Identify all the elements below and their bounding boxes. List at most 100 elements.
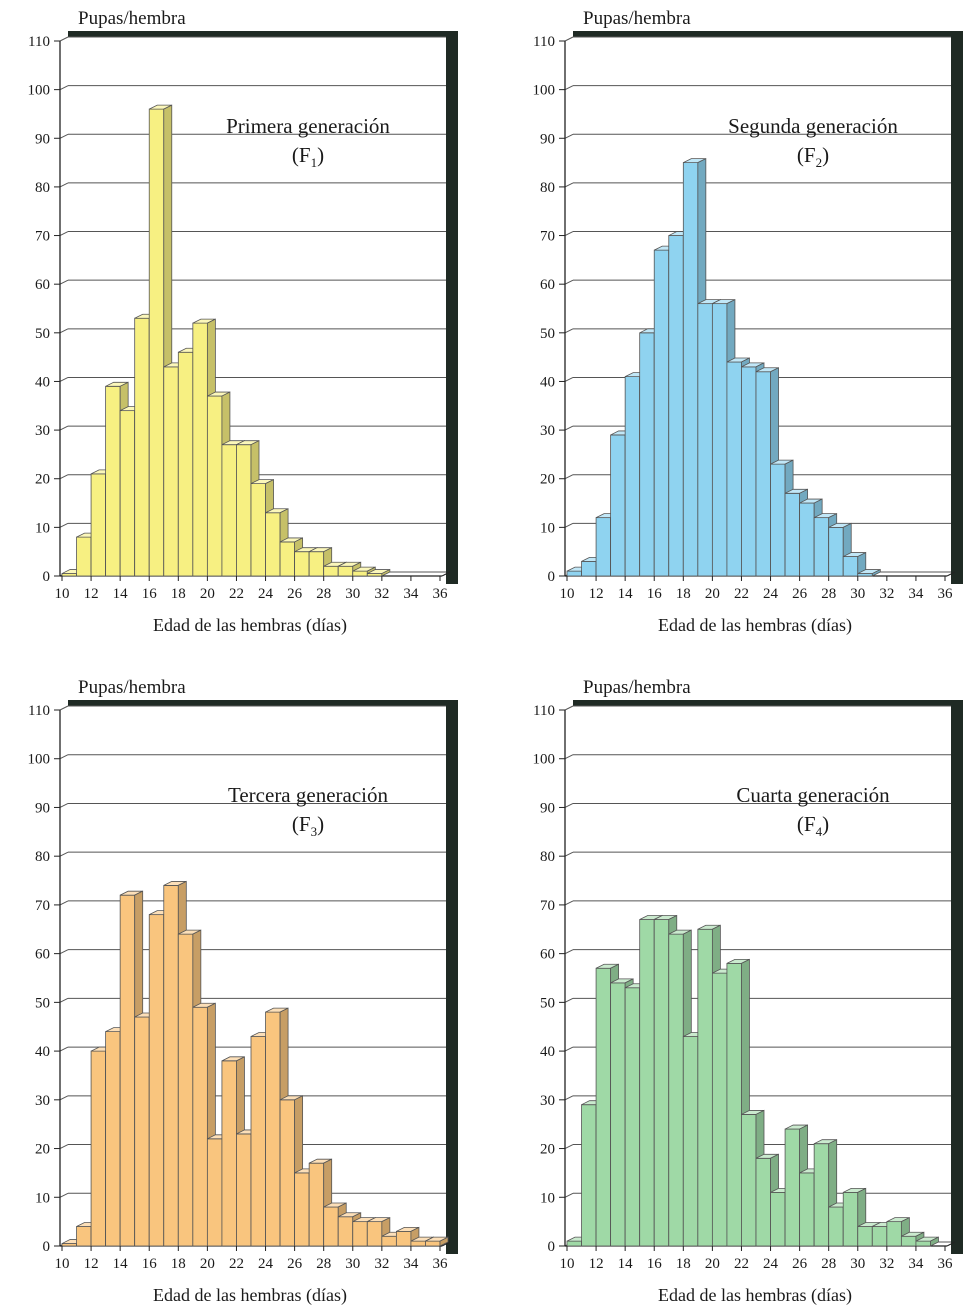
x-tick-label: 22: [734, 1256, 749, 1272]
bar-front: [352, 570, 368, 577]
x-tick-label: 16: [647, 1256, 663, 1272]
y-tick-label: 90: [35, 131, 50, 147]
bar-front: [784, 1128, 801, 1247]
x-tick-label: 36: [433, 586, 449, 602]
bar-front: [711, 972, 728, 1247]
bar-front: [566, 570, 582, 577]
grid-diagonal: [59, 1144, 69, 1149]
bar-front: [610, 982, 626, 1247]
bar-front: [610, 434, 626, 577]
x-tick-label: 26: [792, 586, 808, 602]
y-tick-label: 60: [35, 277, 50, 293]
bar-front: [566, 1240, 582, 1247]
chart-title: Cuarta generación: [736, 783, 890, 807]
y-tick-label: 70: [35, 229, 50, 245]
bar-front: [192, 1006, 208, 1247]
x-tick-label: 26: [287, 586, 303, 602]
x-tick-label: 12: [589, 1256, 604, 1272]
y-tick-label: 60: [540, 277, 555, 293]
y-axis-label: Pupas/hembra: [583, 677, 691, 698]
y-axis-label: Pupas/hembra: [583, 8, 691, 29]
bar-front: [682, 1036, 699, 1247]
x-tick-label: 24: [763, 1256, 779, 1272]
grid-diagonal: [59, 182, 69, 188]
bar-front: [221, 444, 237, 577]
grid-diagonal: [59, 1095, 69, 1101]
x-tick-label: 10: [55, 586, 70, 602]
bar-front: [134, 1016, 150, 1247]
y-tick-label: 90: [540, 131, 555, 147]
grid-diagonal: [564, 949, 574, 955]
x-axis-label: Edad de las hembras (días): [153, 615, 347, 636]
frame-top-edge: [68, 31, 458, 37]
y-tick-label: 0: [43, 569, 51, 585]
bar-side: [439, 1236, 449, 1247]
bar-front: [177, 351, 194, 577]
y-tick-label: 110: [533, 34, 555, 50]
x-tick-label: 30: [850, 586, 865, 602]
grid-diagonal: [59, 328, 69, 334]
x-tick-label: 34: [908, 586, 924, 602]
y-tick-label: 50: [35, 995, 50, 1011]
bar-front: [163, 885, 179, 1247]
grid-diagonal: [564, 474, 574, 480]
x-tick-label: 10: [560, 1256, 575, 1272]
bar-front: [595, 967, 612, 1247]
grid-diagonal: [59, 474, 69, 480]
x-tick-label: 28: [316, 586, 331, 602]
bar: [366, 568, 391, 577]
grid-diagonal: [564, 754, 574, 760]
bar-front: [755, 1157, 771, 1247]
floor-right-edge: [441, 571, 451, 577]
bar-front: [595, 517, 612, 577]
grid-diagonal: [564, 1144, 574, 1149]
bar-front: [813, 517, 830, 577]
bar-side: [930, 1236, 939, 1247]
frame-top-edge: [68, 700, 458, 706]
bar-front: [105, 385, 121, 577]
bar-front: [653, 249, 670, 577]
x-tick-label: 16: [647, 586, 663, 602]
y-tick-label: 100: [533, 83, 556, 99]
x-tick-label: 14: [113, 1256, 129, 1272]
x-tick-label: 28: [316, 1256, 331, 1272]
grid-diagonal: [59, 279, 69, 285]
grid-diagonal: [564, 133, 574, 139]
bar-front: [221, 1060, 237, 1247]
grid-diagonal: [59, 754, 69, 760]
y-tick-label: 90: [35, 800, 50, 816]
chart-title: Segunda generación: [728, 114, 898, 138]
grid-diagonal: [564, 522, 574, 528]
y-tick-label: 70: [35, 898, 50, 914]
grid-diagonal: [564, 85, 574, 91]
grid-diagonal: [59, 36, 69, 42]
frame-right-edge: [951, 700, 963, 1254]
y-tick-label: 0: [548, 569, 556, 585]
y-tick-label: 20: [540, 472, 555, 488]
x-tick-label: 22: [734, 586, 749, 602]
bar-front: [842, 556, 859, 577]
y-tick-label: 110: [28, 34, 50, 50]
x-tick-label: 36: [433, 1256, 449, 1272]
bar-front: [915, 1240, 931, 1247]
bar-front: [105, 1031, 121, 1247]
bar-front: [323, 1206, 339, 1247]
x-tick-label: 36: [938, 586, 954, 602]
grid-diagonal: [564, 425, 574, 431]
bar-front: [581, 1104, 597, 1247]
y-tick-label: 10: [540, 1190, 555, 1206]
bar: [857, 568, 881, 577]
bar-front: [726, 361, 742, 577]
x-tick-label: 26: [287, 1256, 303, 1272]
grid-diagonal: [564, 803, 574, 808]
bar-front: [323, 565, 339, 577]
y-tick-label: 20: [35, 472, 50, 488]
subtitle-end: ): [822, 812, 829, 836]
y-tick-label: 0: [548, 1239, 556, 1255]
x-tick-label: 18: [676, 586, 691, 602]
bar-front: [639, 332, 655, 577]
bar-front: [697, 303, 713, 577]
bar-front: [76, 536, 92, 577]
grid-diagonal: [564, 705, 574, 711]
